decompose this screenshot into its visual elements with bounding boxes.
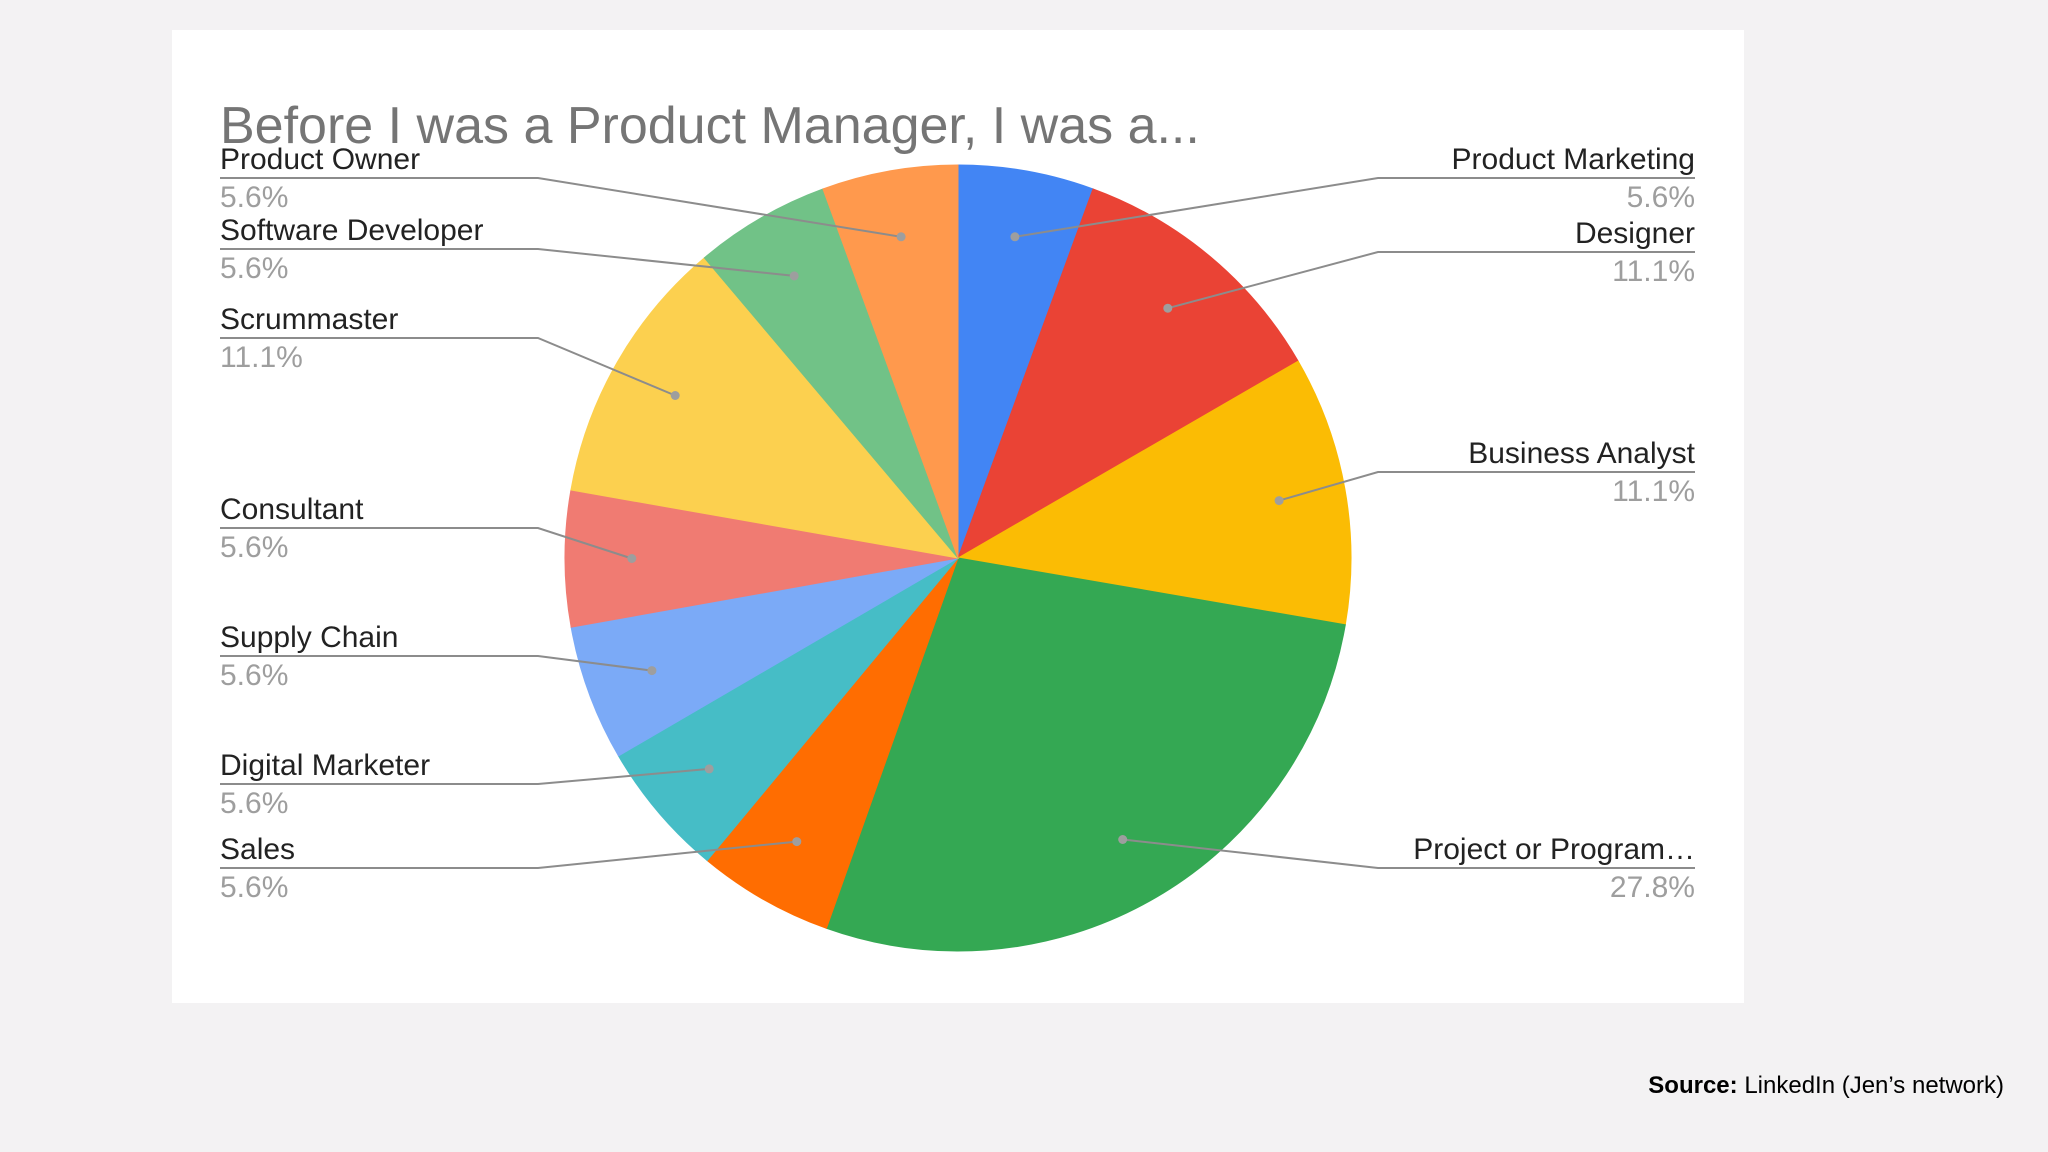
leader-line-supply-chain xyxy=(220,655,653,672)
slice-label-supply-chain: Supply Chain xyxy=(220,621,398,654)
slice-percent-product-owner: 5.6% xyxy=(220,181,288,214)
slice-percent-designer: 11.1% xyxy=(1612,255,1695,288)
slice-percent-software-developer: 5.6% xyxy=(220,252,288,285)
pie-slice-product-marketing xyxy=(957,164,1094,559)
slice-label-product-owner: Product Owner xyxy=(220,143,420,176)
leader-dot-sales xyxy=(792,837,802,847)
slice-percent-digital-marketer: 5.6% xyxy=(220,787,288,820)
slice-label-scrummaster: Scrummaster xyxy=(220,303,398,336)
slice-label-software-developer: Software Developer xyxy=(220,214,483,247)
slice-percent-supply-chain: 5.6% xyxy=(220,659,288,692)
pie-slices xyxy=(564,164,1352,952)
pie-slice-consultant xyxy=(564,489,959,628)
leader-line-product-marketing xyxy=(1014,177,1695,238)
slice-percent-consultant: 5.6% xyxy=(220,531,288,564)
pie-labels: Product Marketing5.6%Designer11.1%Busine… xyxy=(220,143,1696,904)
leader-line-consultant xyxy=(220,527,633,560)
leader-dot-product-owner xyxy=(896,232,906,242)
pie-slice-scrummaster xyxy=(570,257,960,559)
chart-card: Before I was a Product Manager, I was a.… xyxy=(172,30,1744,1003)
pie-slice-software-developer xyxy=(703,188,959,559)
slice-percent-sales: 5.6% xyxy=(220,871,288,904)
slice-label-consultant: Consultant xyxy=(220,493,364,526)
slice-percent-scrummaster: 11.1% xyxy=(220,341,303,374)
slice-label-designer: Designer xyxy=(1575,217,1695,250)
slice-label-project-or-program: Project or Program… xyxy=(1413,833,1695,866)
leader-dot-product-marketing xyxy=(1010,232,1020,242)
leader-dot-designer xyxy=(1163,303,1173,313)
slice-label-sales: Sales xyxy=(220,833,295,866)
leader-line-digital-marketer xyxy=(220,767,710,785)
source-label: Source: xyxy=(1648,1072,1738,1099)
leader-line-scrummaster xyxy=(220,337,676,397)
source-note: Source: LinkedIn (Jen’s network) xyxy=(1648,1072,2004,1100)
slice-percent-project-or-program: 27.8% xyxy=(1610,871,1695,904)
pie-slice-business-analyst xyxy=(956,360,1352,626)
pie-slice-designer xyxy=(957,188,1299,560)
pie-slice-supply-chain xyxy=(570,557,959,757)
pie-slice-sales xyxy=(706,557,959,929)
leader-line-sales xyxy=(220,840,797,869)
slice-label-product-marketing: Product Marketing xyxy=(1452,143,1695,176)
pie-slice-project-or-program xyxy=(825,557,1346,952)
slice-label-business-analyst: Business Analyst xyxy=(1468,437,1695,470)
leader-dot-business-analyst xyxy=(1274,496,1284,506)
leader-dot-supply-chain xyxy=(647,666,657,676)
slice-percent-business-analyst: 11.1% xyxy=(1612,475,1695,508)
leader-line-business-analyst xyxy=(1278,471,1695,502)
pie-slice-digital-marketer xyxy=(617,557,959,862)
leader-dot-project-or-program xyxy=(1118,835,1128,844)
leader-line-designer xyxy=(1167,251,1695,310)
leader-dot-scrummaster xyxy=(670,391,680,400)
slice-label-digital-marketer: Digital Marketer xyxy=(220,749,430,782)
leader-line-project-or-program xyxy=(1122,838,1695,869)
chart-title: Before I was a Product Manager, I was a.… xyxy=(220,97,1200,155)
leader-dot-software-developer xyxy=(789,271,799,281)
leader-dot-digital-marketer xyxy=(704,764,714,774)
leader-line-product-owner xyxy=(220,177,902,238)
leader-dot-consultant xyxy=(627,554,637,563)
pie-slice-product-owner xyxy=(822,164,959,559)
source-text: LinkedIn (Jen’s network) xyxy=(1744,1072,2004,1099)
pie-chart: Product Marketing5.6%Designer11.1%Busine… xyxy=(220,143,1696,952)
leader-line-software-developer xyxy=(220,248,795,277)
slice-percent-product-marketing: 5.6% xyxy=(1627,181,1695,214)
